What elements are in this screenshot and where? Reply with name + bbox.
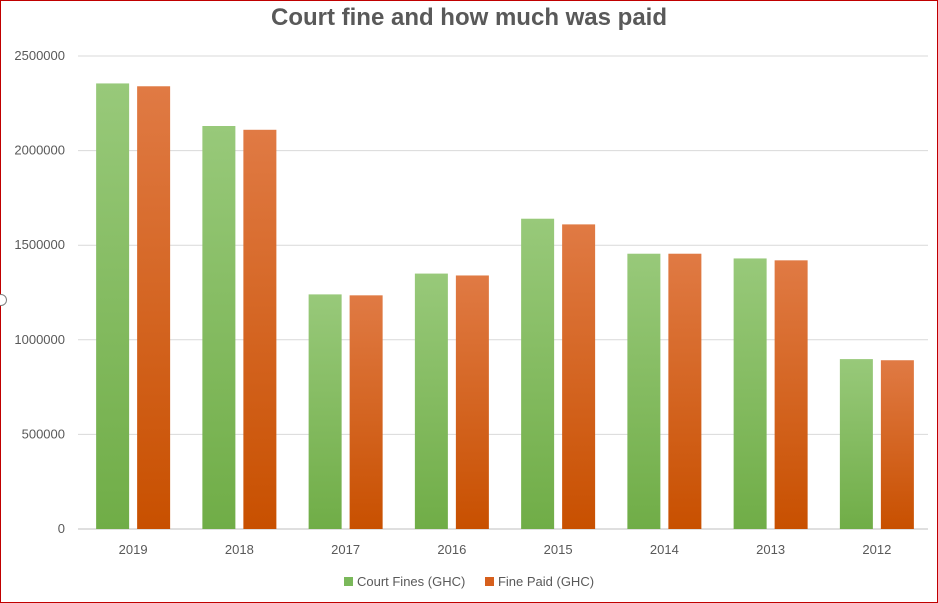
y-tick-label: 1500000 (14, 237, 65, 252)
bar-court-fines-2019 (96, 83, 130, 530)
legend-label-fine-paid: Fine Paid (GHC) (497, 574, 595, 589)
x-tick-label: 2015 (544, 542, 573, 557)
bar-fine-paid-2013 (774, 260, 808, 529)
y-tick-label: 1000000 (14, 332, 65, 347)
bar-court-fines-2012 (839, 359, 873, 529)
bar-fine-paid-2017 (349, 295, 383, 529)
y-axis: 0 500000 1000000 1500000 2000000 2500000 (14, 48, 65, 536)
legend-label-court-fines: Court Fines (GHC) (356, 574, 466, 589)
legend-item-fine-paid: Fine Paid (GHC) (484, 574, 595, 589)
bar-fine-paid-2016 (455, 275, 489, 529)
bar-fine-paid-2019 (137, 86, 171, 529)
x-tick-label: 2016 (437, 542, 466, 557)
legend-swatch-fine-paid (484, 577, 494, 586)
y-tick-label: 2500000 (14, 48, 65, 63)
x-axis: 2019 2018 2017 2016 2015 2014 2013 2012 (119, 542, 892, 557)
legend-item-court-fines: Court Fines (GHC) (343, 574, 466, 589)
bar-court-fines-2018 (202, 126, 236, 529)
x-tick-label: 2018 (225, 542, 254, 557)
bar-court-fines-2015 (521, 218, 555, 529)
bar-fine-paid-2014 (668, 253, 702, 530)
y-tick-label: 2000000 (14, 143, 65, 158)
legend: Court Fines (GHC) Fine Paid (GHC) (0, 574, 938, 589)
x-tick-label: 2014 (650, 542, 679, 557)
x-tick-label: 2013 (756, 542, 785, 557)
bar-court-fines-2016 (414, 273, 448, 529)
bar-fine-paid-2012 (880, 360, 914, 529)
bars (96, 83, 914, 530)
legend-swatch-court-fines (343, 577, 353, 586)
y-tick-label: 0 (58, 521, 65, 536)
plot-area: 0 500000 1000000 1500000 2000000 2500000 2019… (14, 48, 928, 557)
bar-fine-paid-2015 (562, 224, 596, 529)
bar-court-fines-2013 (733, 258, 767, 529)
bar-fine-paid-2018 (243, 129, 277, 529)
y-tick-label: 500000 (22, 426, 65, 441)
bar-court-fines-2014 (627, 253, 661, 530)
x-tick-label: 2017 (331, 542, 360, 557)
x-tick-label: 2012 (862, 542, 891, 557)
chart-title: Court fine and how much was paid (270, 4, 668, 31)
bar-court-fines-2017 (308, 294, 342, 529)
x-tick-label: 2019 (119, 542, 148, 557)
